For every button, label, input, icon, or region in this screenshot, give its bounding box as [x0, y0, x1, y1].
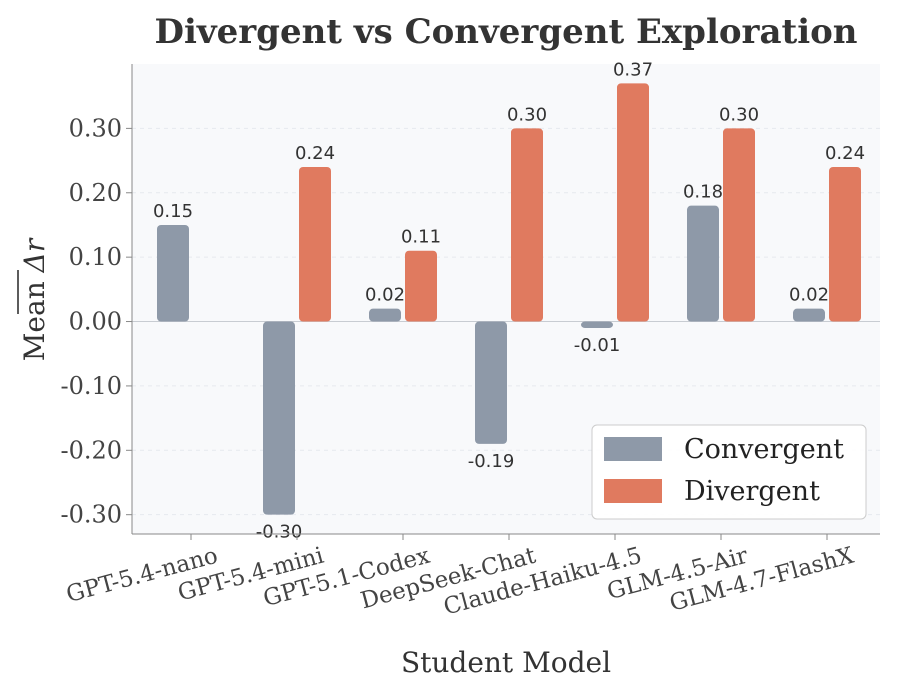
data-label-divergent-claude-haiku-4-5: 0.37	[613, 59, 653, 80]
x-ticks: GPT-5.4-nanoGPT-5.4-miniGPT-5.1-CodexDee…	[64, 534, 857, 621]
data-label-convergent-gpt-5-1-codex: 0.02	[365, 285, 405, 306]
data-label-convergent-gpt-5-4-nano: 0.15	[153, 201, 193, 222]
y-tick-label: 0.00	[69, 308, 122, 336]
data-label-divergent-gpt-5-1-codex: 0.11	[401, 227, 441, 248]
data-label-convergent-glm-4-5-air: 0.18	[683, 182, 723, 203]
bar-convergent-gpt-5-4-nano	[157, 224, 189, 322]
y-tick-label: 0.20	[69, 179, 122, 207]
data-label-convergent-gpt-5-4-mini: -0.30	[256, 522, 303, 543]
bar-convergent-gpt-5-1-codex	[369, 308, 401, 322]
data-label-divergent-glm-4-7-flashx: 0.24	[825, 143, 865, 164]
data-label-convergent-glm-4-7-flashx: 0.02	[789, 285, 829, 306]
y-tick-label: -0.10	[60, 372, 122, 400]
bar-divergent-glm-4-7-flashx	[829, 167, 861, 322]
bar-convergent-glm-4-5-air	[687, 205, 719, 322]
data-label-convergent-claude-haiku-4-5: -0.01	[574, 335, 621, 356]
bars	[157, 83, 861, 515]
data-label-divergent-glm-4-5-air: 0.30	[719, 104, 759, 125]
y-axis-label-symbol: Δr	[18, 237, 51, 273]
legend-swatch-divergent	[604, 479, 662, 503]
bar-divergent-gpt-5-1-codex	[405, 250, 437, 322]
y-tick-label: -0.30	[60, 501, 122, 529]
legend-swatch-convergent	[604, 437, 662, 461]
data-labels: 0.15 -0.30 0.24 0.02 0.11 -0.19 0.30 -0.01 0.37 0…	[153, 59, 865, 542]
bar-divergent-claude-haiku-4-5	[617, 83, 649, 322]
y-tick-label: 0.30	[69, 114, 122, 142]
bar-convergent-deepseek-chat	[475, 321, 507, 444]
bar-divergent-glm-4-5-air	[723, 128, 755, 322]
y-ticks: -0.30 -0.20 -0.10 0.00 0.10 0.20 0.30	[60, 114, 132, 529]
x-axis-label: Student Model	[401, 646, 611, 679]
bar-convergent-gpt-5-4-mini	[263, 321, 295, 515]
bar-divergent-deepseek-chat	[511, 128, 543, 322]
data-label-divergent-gpt-5-4-mini: 0.24	[295, 143, 335, 164]
y-axis-label-prefix: Mean	[18, 272, 51, 361]
legend-label-convergent: Convergent	[684, 434, 844, 465]
bar-convergent-claude-haiku-4-5	[581, 321, 613, 328]
data-label-divergent-deepseek-chat: 0.30	[507, 104, 547, 125]
chart-title: Divergent vs Convergent Exploration	[154, 12, 857, 52]
bar-divergent-gpt-5-4-mini	[299, 167, 331, 322]
legend-label-divergent: Divergent	[684, 476, 820, 507]
legend: Convergent Divergent	[591, 424, 867, 520]
y-tick-label: -0.20	[60, 436, 122, 464]
bar-convergent-glm-4-7-flashx	[793, 308, 825, 322]
y-tick-label: 0.10	[69, 243, 122, 271]
data-label-convergent-deepseek-chat: -0.19	[468, 451, 515, 472]
y-axis-label: Mean Δr	[18, 237, 51, 361]
